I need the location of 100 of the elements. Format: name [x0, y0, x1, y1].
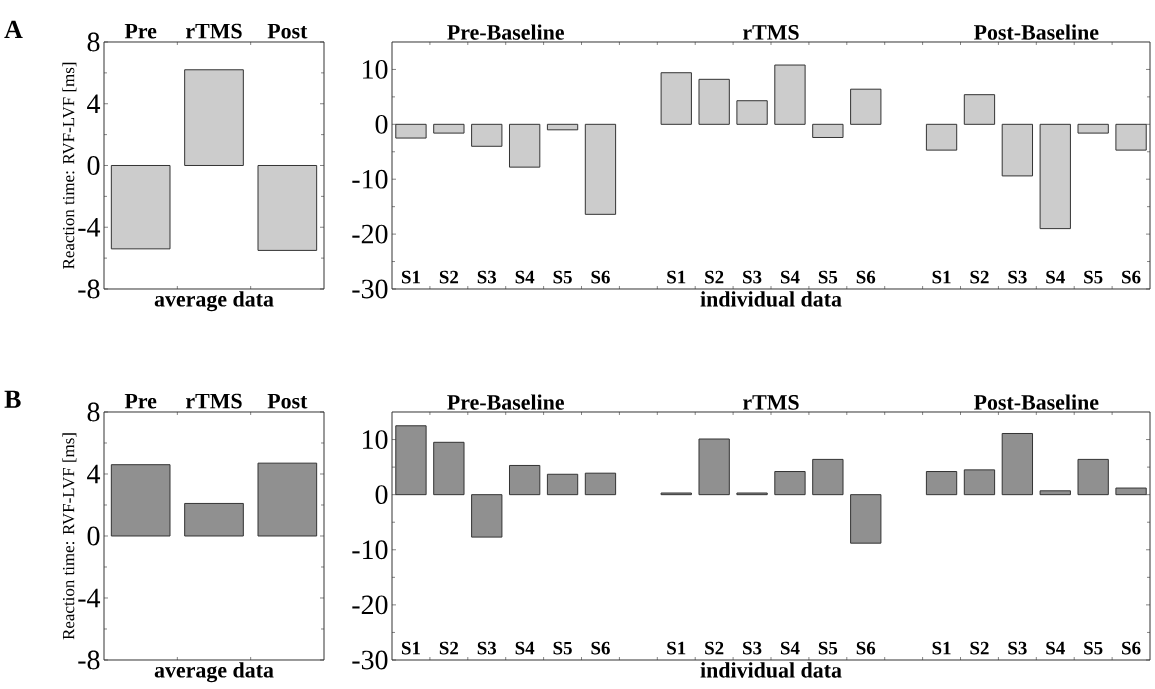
x-tick-label: S5	[818, 641, 838, 655]
bar	[925, 123, 958, 151]
bar	[736, 100, 768, 125]
bar	[110, 464, 171, 537]
x-tick-label: S4	[1046, 641, 1065, 655]
y-tick-label: 10	[363, 430, 388, 449]
x-tick-label: S2	[439, 270, 459, 284]
text: A	[4, 20, 23, 38]
y-tick-label: -8	[78, 650, 100, 670]
x-tick-label: S4	[515, 270, 535, 284]
x-tick-label: rTMS	[185, 393, 242, 409]
y-tick-label: 0	[87, 156, 100, 175]
x-tick-label: S3	[1008, 270, 1027, 284]
bar	[509, 123, 541, 168]
x-tick-label: S6	[1122, 641, 1141, 655]
y-tick-label: -30	[352, 279, 388, 299]
bar	[1001, 432, 1034, 496]
bar	[509, 464, 541, 496]
x-tick-label: S6	[856, 641, 876, 655]
x-tick-label: S1	[932, 641, 951, 655]
bar	[698, 78, 730, 125]
bar	[774, 64, 806, 125]
x-tick-label: S1	[401, 270, 420, 284]
x-tick-label: S6	[591, 270, 610, 284]
x-tick-label: S3	[743, 641, 762, 655]
bar	[546, 473, 579, 496]
text: B	[4, 390, 21, 408]
y-tick-label: 8	[87, 402, 100, 422]
text: Pre-Baseline	[447, 24, 564, 40]
bar	[433, 441, 465, 496]
bar	[1039, 123, 1071, 230]
x-tick-label: Pre	[124, 393, 157, 409]
bar	[1001, 123, 1034, 177]
x-tick-label: S5	[1084, 270, 1103, 284]
x-tick-label: S2	[705, 641, 724, 655]
bar	[1115, 123, 1147, 151]
x-tick-label: Post	[267, 393, 308, 409]
x-tick-label: S4	[780, 270, 800, 284]
x-axis-title: individual data	[700, 291, 842, 307]
x-tick-label: rTMS	[185, 23, 242, 39]
x-tick-label: S6	[1122, 270, 1141, 284]
x-tick-label: S2	[439, 641, 459, 655]
y-tick-label: -10	[352, 169, 388, 189]
x-axis-title: average data	[154, 662, 274, 683]
y-tick-label: 4	[87, 464, 101, 484]
x-tick-label: Pre	[124, 23, 157, 39]
x-tick-label: S3	[477, 641, 497, 655]
bar	[471, 123, 503, 147]
bar	[1077, 458, 1109, 496]
y-tick-label: -4	[78, 218, 101, 237]
x-tick-label: S1	[667, 270, 686, 284]
x-tick-label: S6	[856, 270, 876, 284]
y-tick-label: -20	[352, 224, 388, 244]
bar	[925, 471, 958, 496]
x-tick-label: S4	[1046, 270, 1065, 284]
text: Post-Baseline	[973, 394, 1099, 410]
y-tick-label: 4	[87, 94, 101, 113]
y-tick-label: -30	[352, 650, 388, 670]
y-tick-label: -8	[78, 279, 100, 299]
bar	[395, 123, 427, 139]
bar	[850, 494, 882, 544]
bar	[774, 471, 806, 496]
x-tick-label: S2	[970, 641, 989, 655]
bar	[1039, 490, 1071, 496]
bar	[584, 472, 617, 496]
x-tick-label: S2	[705, 270, 724, 284]
x-tick-label: S1	[932, 270, 951, 284]
x-tick-label: S5	[1084, 641, 1103, 655]
y-tick-label: -20	[352, 595, 388, 615]
bar	[257, 462, 318, 537]
y-tick-label: 8	[87, 32, 100, 52]
x-tick-label: S2	[970, 270, 989, 284]
x-tick-label: Post	[267, 23, 308, 39]
x-axis-title: average data	[154, 291, 274, 312]
x-axis-title: individual data	[700, 662, 842, 678]
bar	[812, 458, 844, 496]
text: Post-Baseline	[973, 24, 1099, 40]
x-tick-label: S4	[780, 641, 800, 655]
x-tick-label: S4	[515, 641, 535, 655]
bar	[584, 123, 617, 215]
bar	[1077, 123, 1109, 134]
x-tick-label: S5	[818, 270, 838, 284]
y-tick-label: 0	[375, 114, 388, 134]
y-axis-title: Reaction time: RVF-LVF [ms]	[62, 433, 77, 640]
bar	[1115, 487, 1147, 496]
bar	[850, 88, 882, 125]
bar	[698, 438, 730, 496]
bar	[963, 94, 996, 125]
bar	[184, 502, 244, 537]
bar	[812, 123, 844, 138]
x-tick-label: S5	[553, 270, 572, 284]
x-tick-label: S1	[667, 641, 686, 655]
y-tick-label: 0	[87, 526, 100, 546]
text: Pre-Baseline	[447, 394, 564, 410]
bar	[433, 123, 465, 134]
x-tick-label: S5	[553, 641, 572, 655]
y-tick-label: -4	[78, 588, 101, 608]
bar	[660, 72, 692, 125]
x-tick-label: S3	[743, 270, 762, 284]
x-tick-label: S6	[591, 641, 610, 655]
